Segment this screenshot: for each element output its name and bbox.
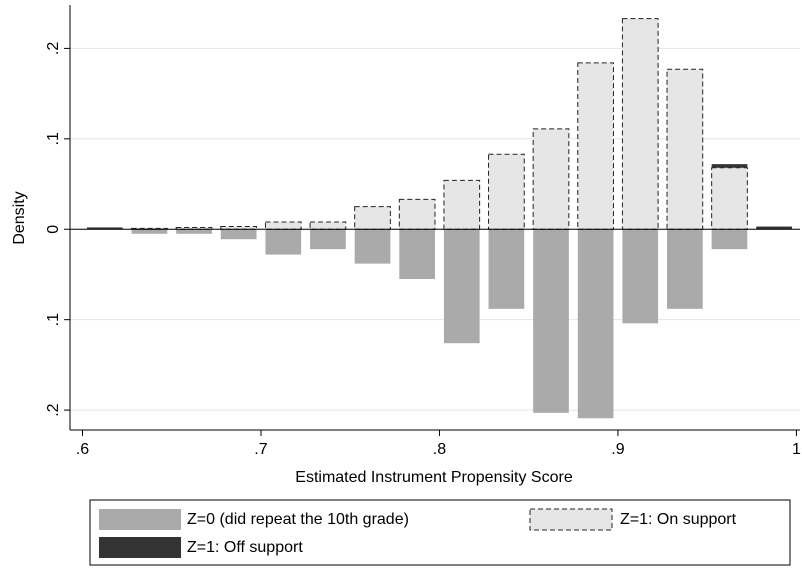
legend-swatch bbox=[99, 537, 181, 558]
bar bbox=[443, 179, 481, 230]
x-tick-label: .8 bbox=[433, 441, 446, 458]
bar bbox=[666, 68, 704, 230]
bar bbox=[533, 229, 569, 413]
bar bbox=[354, 206, 391, 230]
bar bbox=[711, 167, 748, 230]
legend-swatch bbox=[529, 508, 613, 531]
bar bbox=[621, 18, 659, 230]
legend-label: Z=1: On support bbox=[620, 511, 737, 528]
y-tick-label: .2 bbox=[45, 42, 62, 55]
x-tick-label: .7 bbox=[254, 441, 267, 458]
bar bbox=[577, 62, 614, 230]
bar bbox=[264, 221, 302, 230]
bar bbox=[399, 229, 435, 279]
bar bbox=[667, 229, 703, 309]
bar bbox=[309, 221, 347, 230]
bar bbox=[711, 164, 748, 168]
x-tick-label: 1 bbox=[792, 441, 801, 458]
bar bbox=[577, 229, 614, 419]
legend-swatch bbox=[99, 509, 181, 530]
y-tick-label: .1 bbox=[45, 132, 62, 145]
bar bbox=[176, 229, 212, 234]
bar bbox=[398, 198, 436, 230]
bar bbox=[265, 229, 302, 255]
bar bbox=[622, 229, 659, 324]
y-tick-label: .1 bbox=[45, 313, 62, 326]
x-tick-label: .6 bbox=[76, 441, 89, 458]
x-axis-label: Estimated Instrument Propensity Score bbox=[295, 469, 573, 486]
y-axis-label: Density bbox=[11, 191, 28, 244]
legend-box bbox=[89, 499, 791, 566]
bar bbox=[220, 229, 257, 240]
y-tick-label: .2 bbox=[45, 403, 62, 416]
bar bbox=[354, 229, 391, 264]
bar bbox=[86, 227, 123, 230]
bar bbox=[131, 229, 168, 234]
y-tick-label: 0 bbox=[45, 225, 62, 234]
bar bbox=[532, 128, 570, 230]
bar bbox=[756, 226, 792, 230]
bar bbox=[488, 229, 525, 309]
bar bbox=[175, 226, 213, 230]
legend-label: Z=1: Off support bbox=[187, 539, 303, 556]
x-tick-label: .9 bbox=[611, 441, 624, 458]
legend-label: Z=0 (did repeat the 10th grade) bbox=[187, 511, 409, 528]
bar bbox=[310, 229, 346, 250]
bar bbox=[443, 229, 480, 344]
bar bbox=[711, 229, 748, 250]
bar bbox=[488, 153, 525, 230]
